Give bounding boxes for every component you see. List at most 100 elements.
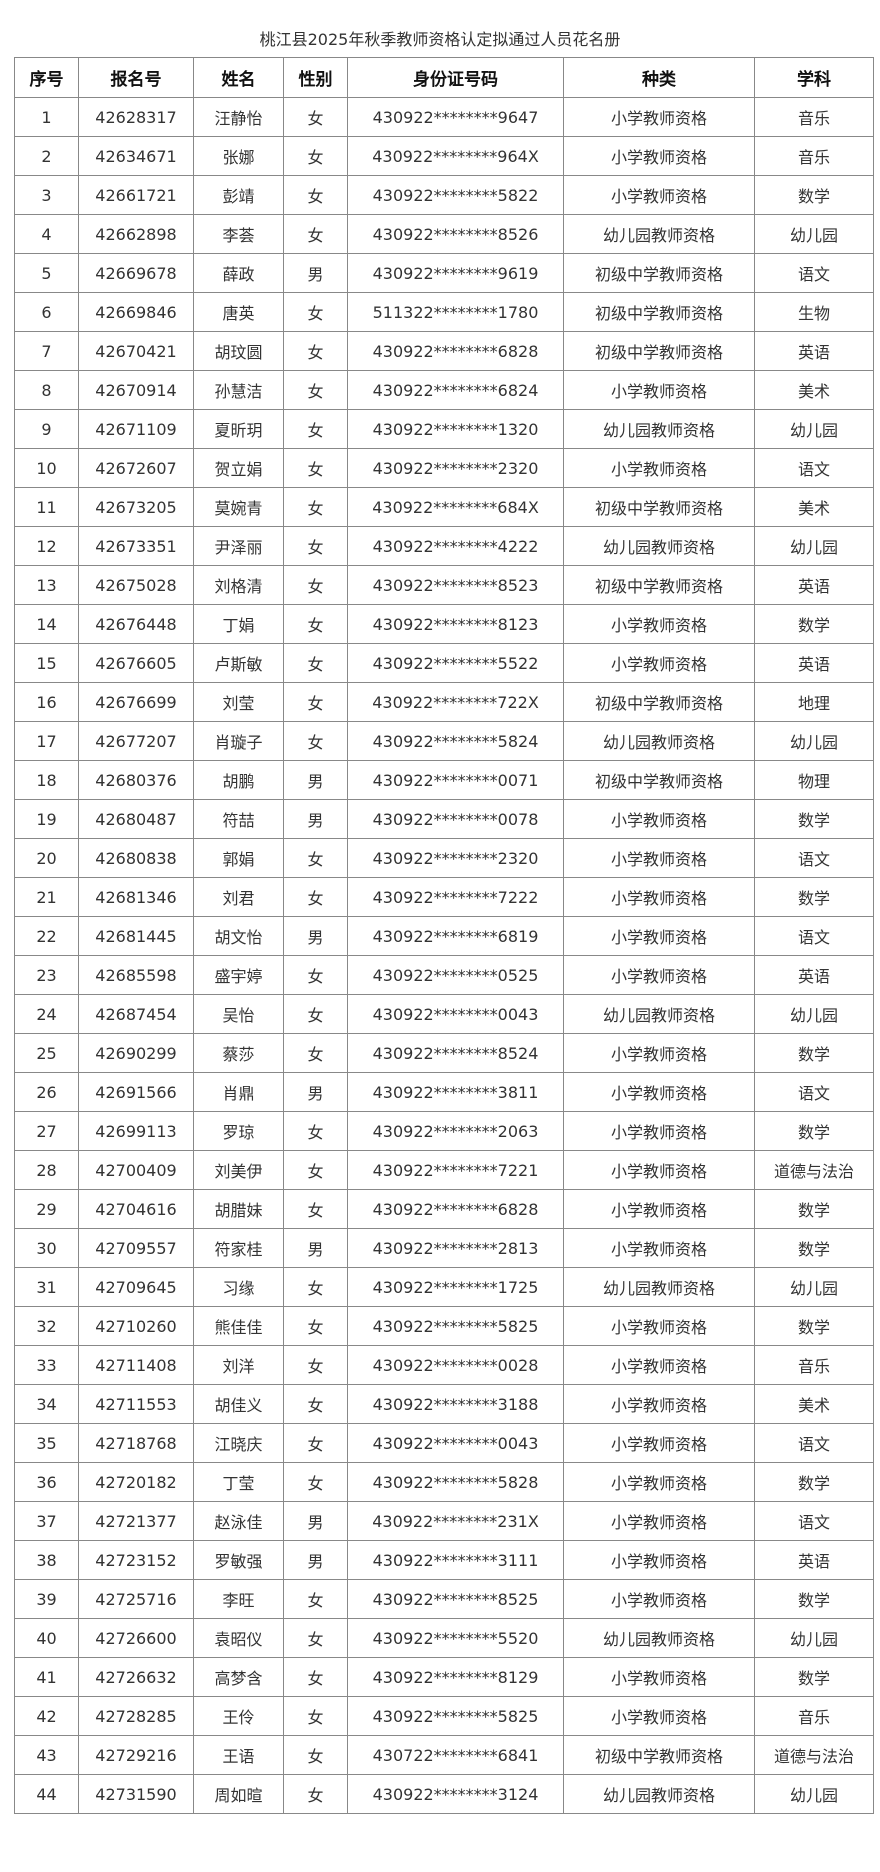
cell-id-number: 511322********1780	[347, 292, 564, 332]
cell-subject: 物理	[754, 760, 874, 800]
cell-index: 43	[14, 1735, 79, 1775]
cell-id-number: 430922********4222	[347, 526, 564, 566]
cell-category: 小学教师资格	[563, 1423, 755, 1463]
table-row: 14 42676448 丁娟女 430922********8123 小学教师资格 数学	[14, 604, 874, 644]
cell-name: 习缘	[193, 1267, 284, 1307]
table-row: 25 42690299 蔡莎女 430922********8524 小学教师资格 数学	[14, 1033, 874, 1073]
cell-index: 16	[14, 682, 79, 722]
cell-id-number: 430922********9619	[347, 253, 564, 293]
table-row: 42 42728285 王伶女 430922********5825 小学教师资格 音乐	[14, 1696, 874, 1736]
cell-registration-no: 42662898	[78, 214, 194, 254]
cell-gender: 女	[283, 1384, 348, 1424]
table-row: 10 42672607 贺立娟女 430922********2320 小学教师资格 语文	[14, 448, 874, 488]
cell-gender: 女	[283, 1618, 348, 1658]
cell-subject: 数学	[754, 1189, 874, 1229]
cell-gender: 女	[283, 175, 348, 215]
cell-category: 初级中学教师资格	[563, 1735, 755, 1775]
cell-gender: 女	[283, 409, 348, 449]
cell-registration-no: 42661721	[78, 175, 194, 215]
cell-name: 刘君	[193, 877, 284, 917]
cell-subject: 地理	[754, 682, 874, 722]
cell-registration-no: 42729216	[78, 1735, 194, 1775]
cell-id-number: 430922********2320	[347, 838, 564, 878]
cell-category: 小学教师资格	[563, 1579, 755, 1619]
cell-subject: 语文	[754, 448, 874, 488]
table-row: 41 42726632 高梦含女 430922********8129 小学教师资格 数学	[14, 1657, 874, 1697]
cell-category: 初级中学教师资格	[563, 292, 755, 332]
cell-category: 小学教师资格	[563, 838, 755, 878]
cell-index: 30	[14, 1228, 79, 1268]
cell-subject: 数学	[754, 1657, 874, 1697]
table-row: 18 42680376 胡鹏男 430922********0071 初级中学教师资格物…	[14, 760, 874, 800]
cell-registration-no: 42676448	[78, 604, 194, 644]
cell-category: 幼儿园教师资格	[563, 214, 755, 254]
cell-index: 22	[14, 916, 79, 956]
cell-category: 幼儿园教师资格	[563, 1774, 755, 1814]
table-row: 8 42670914 孙慧洁女 430922********6824 小学教师资格 美术	[14, 370, 874, 410]
cell-index: 31	[14, 1267, 79, 1307]
cell-name: 尹泽丽	[193, 526, 284, 566]
cell-index: 13	[14, 565, 79, 605]
cell-gender: 女	[283, 1657, 348, 1697]
cell-category: 幼儿园教师资格	[563, 526, 755, 566]
cell-registration-no: 42709645	[78, 1267, 194, 1307]
cell-name: 郭娟	[193, 838, 284, 878]
cell-subject: 英语	[754, 331, 874, 371]
cell-subject: 语文	[754, 1423, 874, 1463]
table-row: 16 42676699 刘莹女 430922********722X 初级中学教师资格地…	[14, 682, 874, 722]
cell-name: 肖璇子	[193, 721, 284, 761]
cell-index: 5	[14, 253, 79, 293]
cell-category: 小学教师资格	[563, 604, 755, 644]
cell-registration-no: 42680487	[78, 799, 194, 839]
cell-registration-no: 42726600	[78, 1618, 194, 1658]
cell-name: 符喆	[193, 799, 284, 839]
cell-name: 贺立娟	[193, 448, 284, 488]
cell-category: 小学教师资格	[563, 1540, 755, 1580]
cell-gender: 女	[283, 1189, 348, 1229]
cell-category: 初级中学教师资格	[563, 682, 755, 722]
cell-id-number: 430922********3111	[347, 1540, 564, 1580]
cell-gender: 女	[283, 1462, 348, 1502]
header-col-gender: 性别	[283, 57, 348, 98]
cell-name: 刘美伊	[193, 1150, 284, 1190]
table-row: 6 42669846 唐英女 511322********1780 初级中学教师资格 生物	[14, 292, 874, 332]
cell-registration-no: 42700409	[78, 1150, 194, 1190]
cell-id-number: 430922********8525	[347, 1579, 564, 1619]
cell-id-number: 430922********8526	[347, 214, 564, 254]
cell-gender: 女	[283, 136, 348, 176]
cell-gender: 女	[283, 526, 348, 566]
cell-subject: 音乐	[754, 1345, 874, 1385]
cell-id-number: 430922********5825	[347, 1696, 564, 1736]
cell-subject: 英语	[754, 955, 874, 995]
cell-gender: 男	[283, 1228, 348, 1268]
cell-index: 41	[14, 1657, 79, 1697]
cell-category: 初级中学教师资格	[563, 565, 755, 605]
cell-gender: 女	[283, 1696, 348, 1736]
cell-id-number: 430922********6828	[347, 331, 564, 371]
cell-gender: 女	[283, 292, 348, 332]
cell-id-number: 430922********5822	[347, 175, 564, 215]
cell-subject: 语文	[754, 253, 874, 293]
header-col-index: 序号	[14, 57, 79, 98]
cell-id-number: 430922********5520	[347, 1618, 564, 1658]
cell-category: 小学教师资格	[563, 1696, 755, 1736]
cell-subject: 音乐	[754, 1696, 874, 1736]
cell-name: 卢斯敏	[193, 643, 284, 683]
cell-registration-no: 42699113	[78, 1111, 194, 1151]
cell-category: 小学教师资格	[563, 1033, 755, 1073]
table-row: 12 42673351 尹泽丽女 430922********4222 幼儿园教师资格幼…	[14, 526, 874, 566]
cell-gender: 女	[283, 643, 348, 683]
cell-registration-no: 42711408	[78, 1345, 194, 1385]
cell-index: 33	[14, 1345, 79, 1385]
cell-name: 盛宇婷	[193, 955, 284, 995]
cell-id-number: 430922********964X	[347, 136, 564, 176]
cell-category: 幼儿园教师资格	[563, 994, 755, 1034]
cell-subject: 数学	[754, 877, 874, 917]
table-row: 43 42729216 王语女 430722********6841 初级中学教师资格道…	[14, 1735, 874, 1775]
cell-id-number: 430922********722X	[347, 682, 564, 722]
cell-index: 9	[14, 409, 79, 449]
table-row: 9 42671109 夏昕玥女 430922********1320 幼儿园教师资格 幼儿…	[14, 409, 874, 449]
cell-registration-no: 42726632	[78, 1657, 194, 1697]
cell-subject: 美术	[754, 370, 874, 410]
cell-name: 李荟	[193, 214, 284, 254]
